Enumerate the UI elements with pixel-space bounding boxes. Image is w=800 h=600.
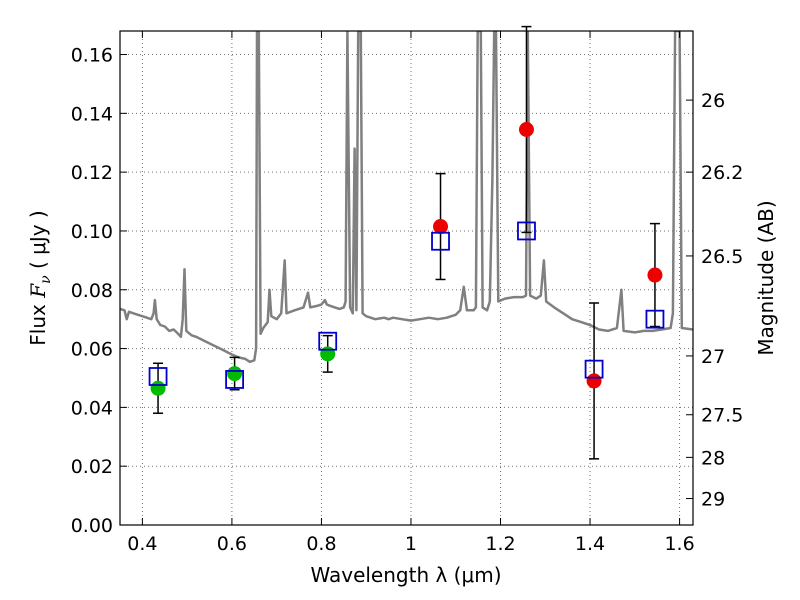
- data-point: [586, 373, 602, 389]
- data-point: [150, 380, 166, 396]
- marker-layer: [148, 25, 665, 460]
- y-tick-label: 0.06: [71, 339, 113, 361]
- model-point: [318, 331, 338, 351]
- x-axis-label: Wavelength λ (μm): [310, 563, 501, 587]
- y-tick-label: 0.16: [71, 45, 113, 67]
- y2-tick-label: 26.5: [701, 246, 743, 268]
- model-point: [645, 309, 665, 329]
- y-tick-label: 0.12: [71, 162, 113, 184]
- y2-axis-label: Magnitude (AB): [754, 200, 778, 355]
- data-point: [320, 346, 336, 362]
- y-axis-label-prefix: Flux: [26, 298, 50, 346]
- y2-tick-label: 28: [701, 447, 725, 469]
- model-point: [431, 231, 450, 251]
- x-tick-label: 1.6: [664, 533, 694, 555]
- y2-tick-label: 27.5: [701, 405, 743, 427]
- data-point: [433, 219, 449, 235]
- y-tick-label: 0.00: [71, 515, 113, 537]
- y-tick-label: 0.02: [71, 456, 113, 478]
- y2-tick-label: 26.2: [701, 162, 743, 184]
- y-axis-label-sub: ν: [38, 275, 54, 284]
- y2-tick-label: 27: [701, 346, 725, 368]
- y-axis-label-units: ( μJy ): [26, 210, 50, 275]
- x-tick-label: 1: [405, 533, 417, 555]
- x-tick-label: 1.4: [575, 533, 605, 555]
- y-tick-label: 0.10: [71, 221, 113, 243]
- y-axis-label-var: F: [26, 283, 50, 299]
- plot-frame: [119, 30, 694, 526]
- model-point: [517, 221, 536, 241]
- y-axis-label: Flux Fν ( μJy ): [26, 210, 54, 345]
- model-point: [225, 370, 245, 389]
- x-tick-label: 0.4: [127, 533, 157, 555]
- x-tick-label: 0.6: [217, 533, 247, 555]
- data-point: [518, 122, 534, 138]
- grid: [120, 31, 693, 526]
- data-point: [647, 267, 663, 283]
- y-tick-label: 0.14: [71, 103, 113, 125]
- axes: [119, 30, 694, 526]
- y2-tick-label: 29: [701, 489, 725, 511]
- tick-layer: 0.4 0.6 0.8 1 1.2 1.4 1.6 0.00 0.02 0.04 0.06 0.08 0…: [71, 31, 743, 555]
- model-point: [148, 367, 168, 386]
- y-tick-label: 0.04: [71, 397, 113, 419]
- model-point: [584, 359, 604, 379]
- y-tick-label: 0.08: [71, 280, 113, 302]
- x-tick-label: 1.2: [485, 533, 515, 555]
- spectrum-line: [120, 31, 693, 364]
- spectrum-layer: [120, 31, 693, 364]
- x-tick-label: 0.8: [306, 533, 336, 555]
- y2-tick-label: 26: [701, 90, 725, 112]
- data-point: [227, 366, 243, 382]
